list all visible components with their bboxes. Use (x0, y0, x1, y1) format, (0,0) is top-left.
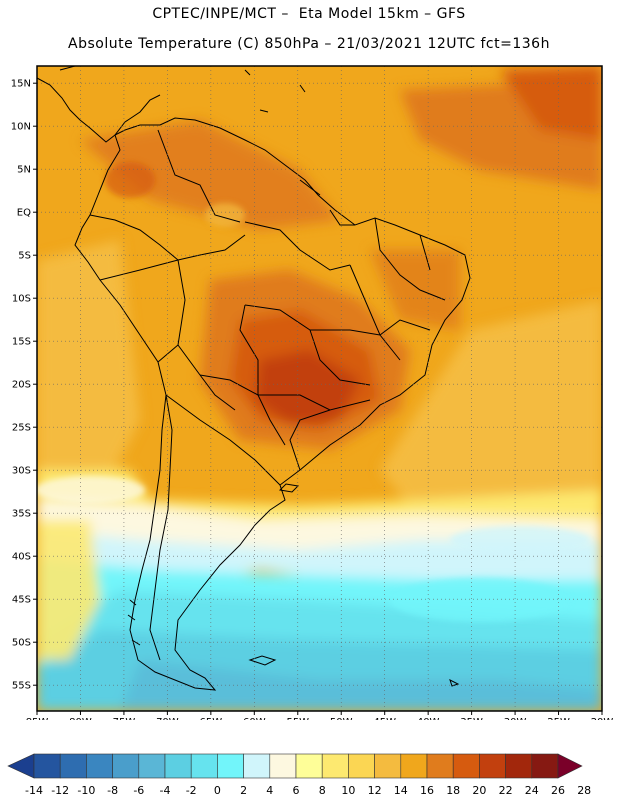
colorbar-swatch (505, 753, 533, 779)
coastlines (37, 66, 471, 691)
colorbar-swatch (86, 753, 113, 779)
colorbar-label: -10 (77, 784, 95, 797)
colorbar-label: -14 (25, 784, 43, 797)
latitude-label: 35S (12, 509, 31, 520)
colorbar-label: 28 (577, 784, 591, 797)
colorbar-swatch (531, 753, 559, 779)
colorbar-high-arrow (557, 753, 583, 779)
temperature-field (37, 66, 602, 711)
latitude-label: 25S (12, 423, 31, 434)
longitude-label: 20W (591, 717, 614, 720)
map-title-line-2: Absolute Temperature (C) 850hPa – 21/03/… (68, 36, 550, 52)
colorbar-label: 26 (551, 784, 565, 797)
colorbar-label: 22 (499, 784, 513, 797)
colorbar-label: 16 (420, 784, 434, 797)
colorbar-swatch (217, 753, 244, 779)
map-frame (36, 65, 603, 712)
colorbar-label: 8 (319, 784, 326, 797)
colorbar-swatch (112, 753, 140, 779)
colorbar-label: 24 (525, 784, 539, 797)
latitude-label: 10N (11, 122, 31, 133)
colorbar-swatch (426, 753, 454, 779)
colorbar-label: 14 (394, 784, 408, 797)
latitude-label: 10S (12, 294, 31, 305)
longitude-label: 30W (504, 717, 527, 720)
colorbar-label: 10 (341, 784, 355, 797)
colorbar-swatch (400, 753, 428, 779)
colorbar-label: -2 (186, 784, 197, 797)
colorbar: -14 -12 -10 -8 -6 -4 -2 0 2 4 6 8 10 12 14 16 18 20 22 24 26… (7, 753, 591, 797)
colorbar-swatch (138, 753, 166, 779)
latitude-label: 20S (12, 380, 31, 391)
colorbar-swatch (479, 753, 506, 779)
longitude-label: 35W (460, 717, 483, 720)
longitude-label: 75W (113, 717, 136, 720)
latitude-label: EQ (17, 208, 31, 219)
longitude-label: 70W (156, 717, 179, 720)
longitude-label: 85W (26, 717, 49, 720)
longitude-label: 55W (286, 717, 309, 720)
longitude-label: 65W (200, 717, 223, 720)
colorbar-swatch (348, 753, 375, 779)
colorbar-label: -8 (107, 784, 118, 797)
longitude-label: 40W (417, 717, 440, 720)
colorbar-swatch (269, 753, 297, 779)
colorbar-swatch (33, 753, 61, 779)
colorbar-swatch (374, 753, 402, 779)
latitude-label: 5S (18, 251, 31, 262)
colorbar-label: -6 (133, 784, 144, 797)
colorbar-label: 6 (293, 784, 300, 797)
latitude-label: 30S (12, 466, 31, 477)
colorbar-swatch (452, 753, 480, 779)
colorbar-label: 12 (368, 784, 382, 797)
colorbar-swatch (295, 753, 323, 779)
colorbar-low-arrow (7, 753, 35, 779)
colorbar-label: -12 (51, 784, 69, 797)
colorbar-swatch (59, 753, 87, 779)
latitude-label: 15N (11, 79, 31, 90)
latitude-labels: 15N 10N 5N EQ 5S 10S 15S 20S 25S 30S 35S 40S 45S 50S 5… (11, 79, 37, 692)
colorbar-label: 18 (446, 784, 460, 797)
longitude-label: 50W (330, 717, 353, 720)
colorbar-label: 4 (266, 784, 273, 797)
longitude-label: 60W (243, 717, 266, 720)
latitude-label: 45S (12, 595, 31, 606)
colorbar-label: -4 (160, 784, 171, 797)
map-title-line-1: CPTEC/INPE/MCT – Eta Model 15km – GFS (152, 6, 466, 22)
colorbar-swatch (243, 753, 271, 779)
longitude-label: 80W (69, 717, 92, 720)
latitude-label: 40S (12, 552, 31, 563)
longitude-labels: 85W 80W 75W 70W 65W 60W 55W 50W 45W 40W 35W 30W 25W 2… (26, 711, 614, 720)
colorbar-swatch (164, 753, 192, 779)
colorbar-label: 2 (240, 784, 247, 797)
latitude-label: 15S (12, 337, 31, 348)
colorbar-swatch (190, 753, 218, 779)
colorbar-label: 0 (214, 784, 221, 797)
latitude-label: 5N (17, 165, 31, 176)
longitude-label: 25W (547, 717, 570, 720)
colorbar-label: 20 (472, 784, 486, 797)
latitude-label: 55S (12, 681, 31, 692)
latitude-label: 50S (12, 638, 31, 649)
temperature-map: 15N 10N 5N EQ 5S 10S 15S 20S 25S 30S 35S 40S 45S 50S 5… (11, 65, 614, 720)
longitude-label: 45W (373, 717, 396, 720)
colorbar-swatch (321, 753, 349, 779)
